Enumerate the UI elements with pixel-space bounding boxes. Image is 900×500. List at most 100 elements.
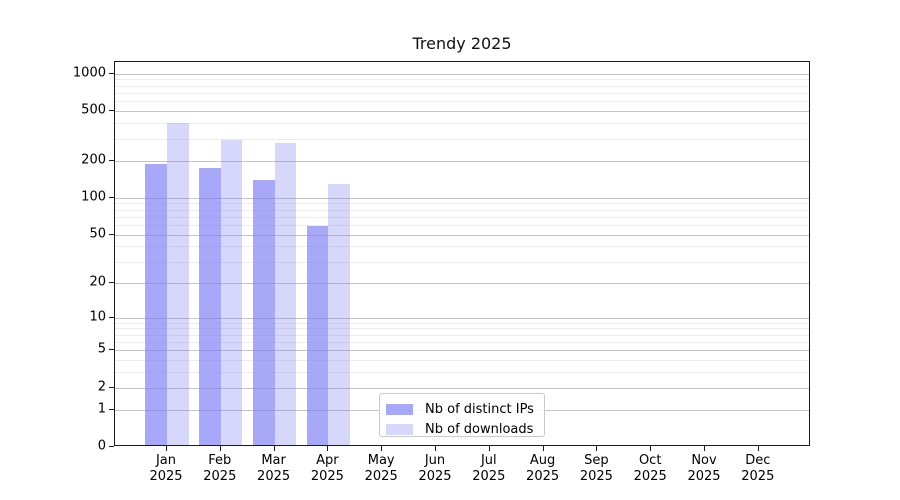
x-tick-mark: [381, 446, 383, 451]
bar-downloads: [220, 139, 243, 445]
y-tick-label: 5: [97, 341, 106, 357]
grid-line-minor: [115, 138, 809, 140]
x-tick-year: 2025: [633, 469, 667, 484]
x-tick-mark: [273, 446, 275, 451]
x-tick-label: Oct 2025: [618, 453, 682, 485]
y-tick-label: 10: [89, 309, 106, 324]
x-tick-year: 2025: [741, 469, 775, 484]
y-tick-mark: [109, 349, 114, 351]
x-tick-year: 2025: [310, 469, 344, 484]
legend-entry-downloads: Nb of downloads: [386, 419, 544, 439]
x-tick-mark: [596, 446, 598, 451]
x-tick-mark: [757, 446, 759, 451]
grid-line-minor: [115, 328, 809, 330]
grid-line-minor: [115, 372, 809, 374]
grid-line-minor: [115, 322, 809, 324]
y-tick-mark: [109, 386, 114, 388]
grid-line-major: [115, 73, 809, 75]
grid-line-minor: [115, 93, 809, 94]
x-tick-label: Mar 2025: [242, 453, 306, 485]
x-tick-label: Jun 2025: [403, 453, 467, 485]
y-tick-mark: [109, 233, 114, 235]
x-tick-year: 2025: [472, 469, 506, 484]
bar-distinct-ips: [253, 179, 275, 445]
x-tick-month: May: [367, 453, 395, 468]
grid-line-major: [115, 387, 809, 389]
x-tick-mark: [219, 446, 221, 451]
legend-label-downloads: Nb of downloads: [425, 421, 534, 437]
x-tick-year: 2025: [579, 469, 613, 484]
x-tick-mark: [704, 446, 705, 451]
x-tick-label: Aug 2025: [511, 453, 575, 485]
x-tick-year: 2025: [257, 469, 291, 484]
grid-line-minor: [115, 123, 809, 125]
bar-distinct-ips: [145, 164, 167, 445]
x-tick-month: Oct: [638, 453, 662, 468]
grid-line-major: [115, 282, 809, 284]
x-tick-year: 2025: [418, 469, 452, 484]
x-tick-mark: [327, 446, 329, 451]
x-tick-mark: [650, 446, 652, 451]
x-tick-month: Aug: [529, 453, 556, 468]
y-tick-label: 100: [81, 189, 106, 205]
grid-line-minor: [115, 203, 809, 205]
x-tick-year: 2025: [364, 469, 398, 484]
bar-distinct-ips: [199, 167, 221, 445]
x-tick-year: 2025: [526, 469, 560, 484]
x-tick-month: Apr: [316, 453, 339, 468]
legend-swatch-distinct-ips-icon: [386, 403, 413, 415]
grid-line-minor: [115, 85, 809, 87]
plot-area: [114, 61, 810, 446]
x-tick-label: Apr 2025: [295, 453, 359, 485]
x-tick-year: 2025: [149, 469, 183, 484]
y-tick-mark: [109, 316, 114, 318]
x-tick-year: 2025: [687, 469, 721, 484]
x-tick-label: Dec 2025: [726, 453, 790, 485]
grid-line-minor: [115, 246, 809, 248]
y-tick-label: 20: [89, 274, 106, 289]
grid-line-major: [115, 111, 809, 113]
y-tick-label: 1: [97, 401, 106, 417]
grid-line-minor: [115, 224, 809, 226]
grid-line-minor: [115, 261, 809, 263]
y-tick-mark: [109, 72, 114, 74]
x-tick-mark: [488, 446, 490, 451]
grid-line-minor: [115, 209, 809, 211]
y-tick-label: 50: [89, 226, 106, 242]
y-tick-mark: [109, 159, 114, 161]
x-tick-mark: [166, 446, 167, 451]
legend-entry-distinct-ips: Nb of distinct IPs: [386, 399, 544, 419]
bar-downloads: [274, 143, 297, 445]
grid-line-major: [115, 317, 809, 319]
x-tick-month: Nov: [691, 453, 717, 468]
grid-line-major: [115, 160, 809, 162]
grid-line-minor: [115, 101, 809, 103]
x-tick-month: Jun: [424, 453, 446, 468]
grid-line-major: [115, 350, 809, 352]
grid-line-major: [115, 197, 809, 199]
y-tick-label: 2: [97, 379, 106, 395]
x-tick-mark: [435, 446, 436, 451]
x-tick-label: Jul 2025: [457, 453, 521, 485]
x-tick-year: 2025: [203, 469, 237, 484]
x-tick-month: Sep: [584, 453, 609, 468]
x-tick-label: Sep 2025: [564, 453, 628, 485]
x-tick-label: Jan 2025: [134, 453, 198, 485]
grid-line-minor: [115, 216, 809, 218]
x-tick-label: Nov 2025: [672, 453, 736, 485]
grid-line-minor: [115, 360, 809, 361]
bar-distinct-ips: [306, 225, 329, 445]
y-tick-label: 200: [81, 152, 106, 167]
bar-downloads: [328, 184, 350, 445]
grid-line-minor: [115, 79, 809, 81]
y-tick-label: 500: [81, 102, 106, 118]
legend: Nb of distinct IPs Nb of downloads: [379, 393, 545, 437]
y-tick-label: 1000: [72, 65, 106, 81]
bar-downloads: [167, 122, 189, 445]
y-tick-label: 0: [97, 438, 106, 454]
x-tick-month: Jan: [155, 453, 177, 468]
y-tick-mark: [109, 110, 114, 112]
grid-line-major: [115, 234, 809, 236]
legend-label-distinct-ips: Nb of distinct IPs: [425, 401, 534, 417]
